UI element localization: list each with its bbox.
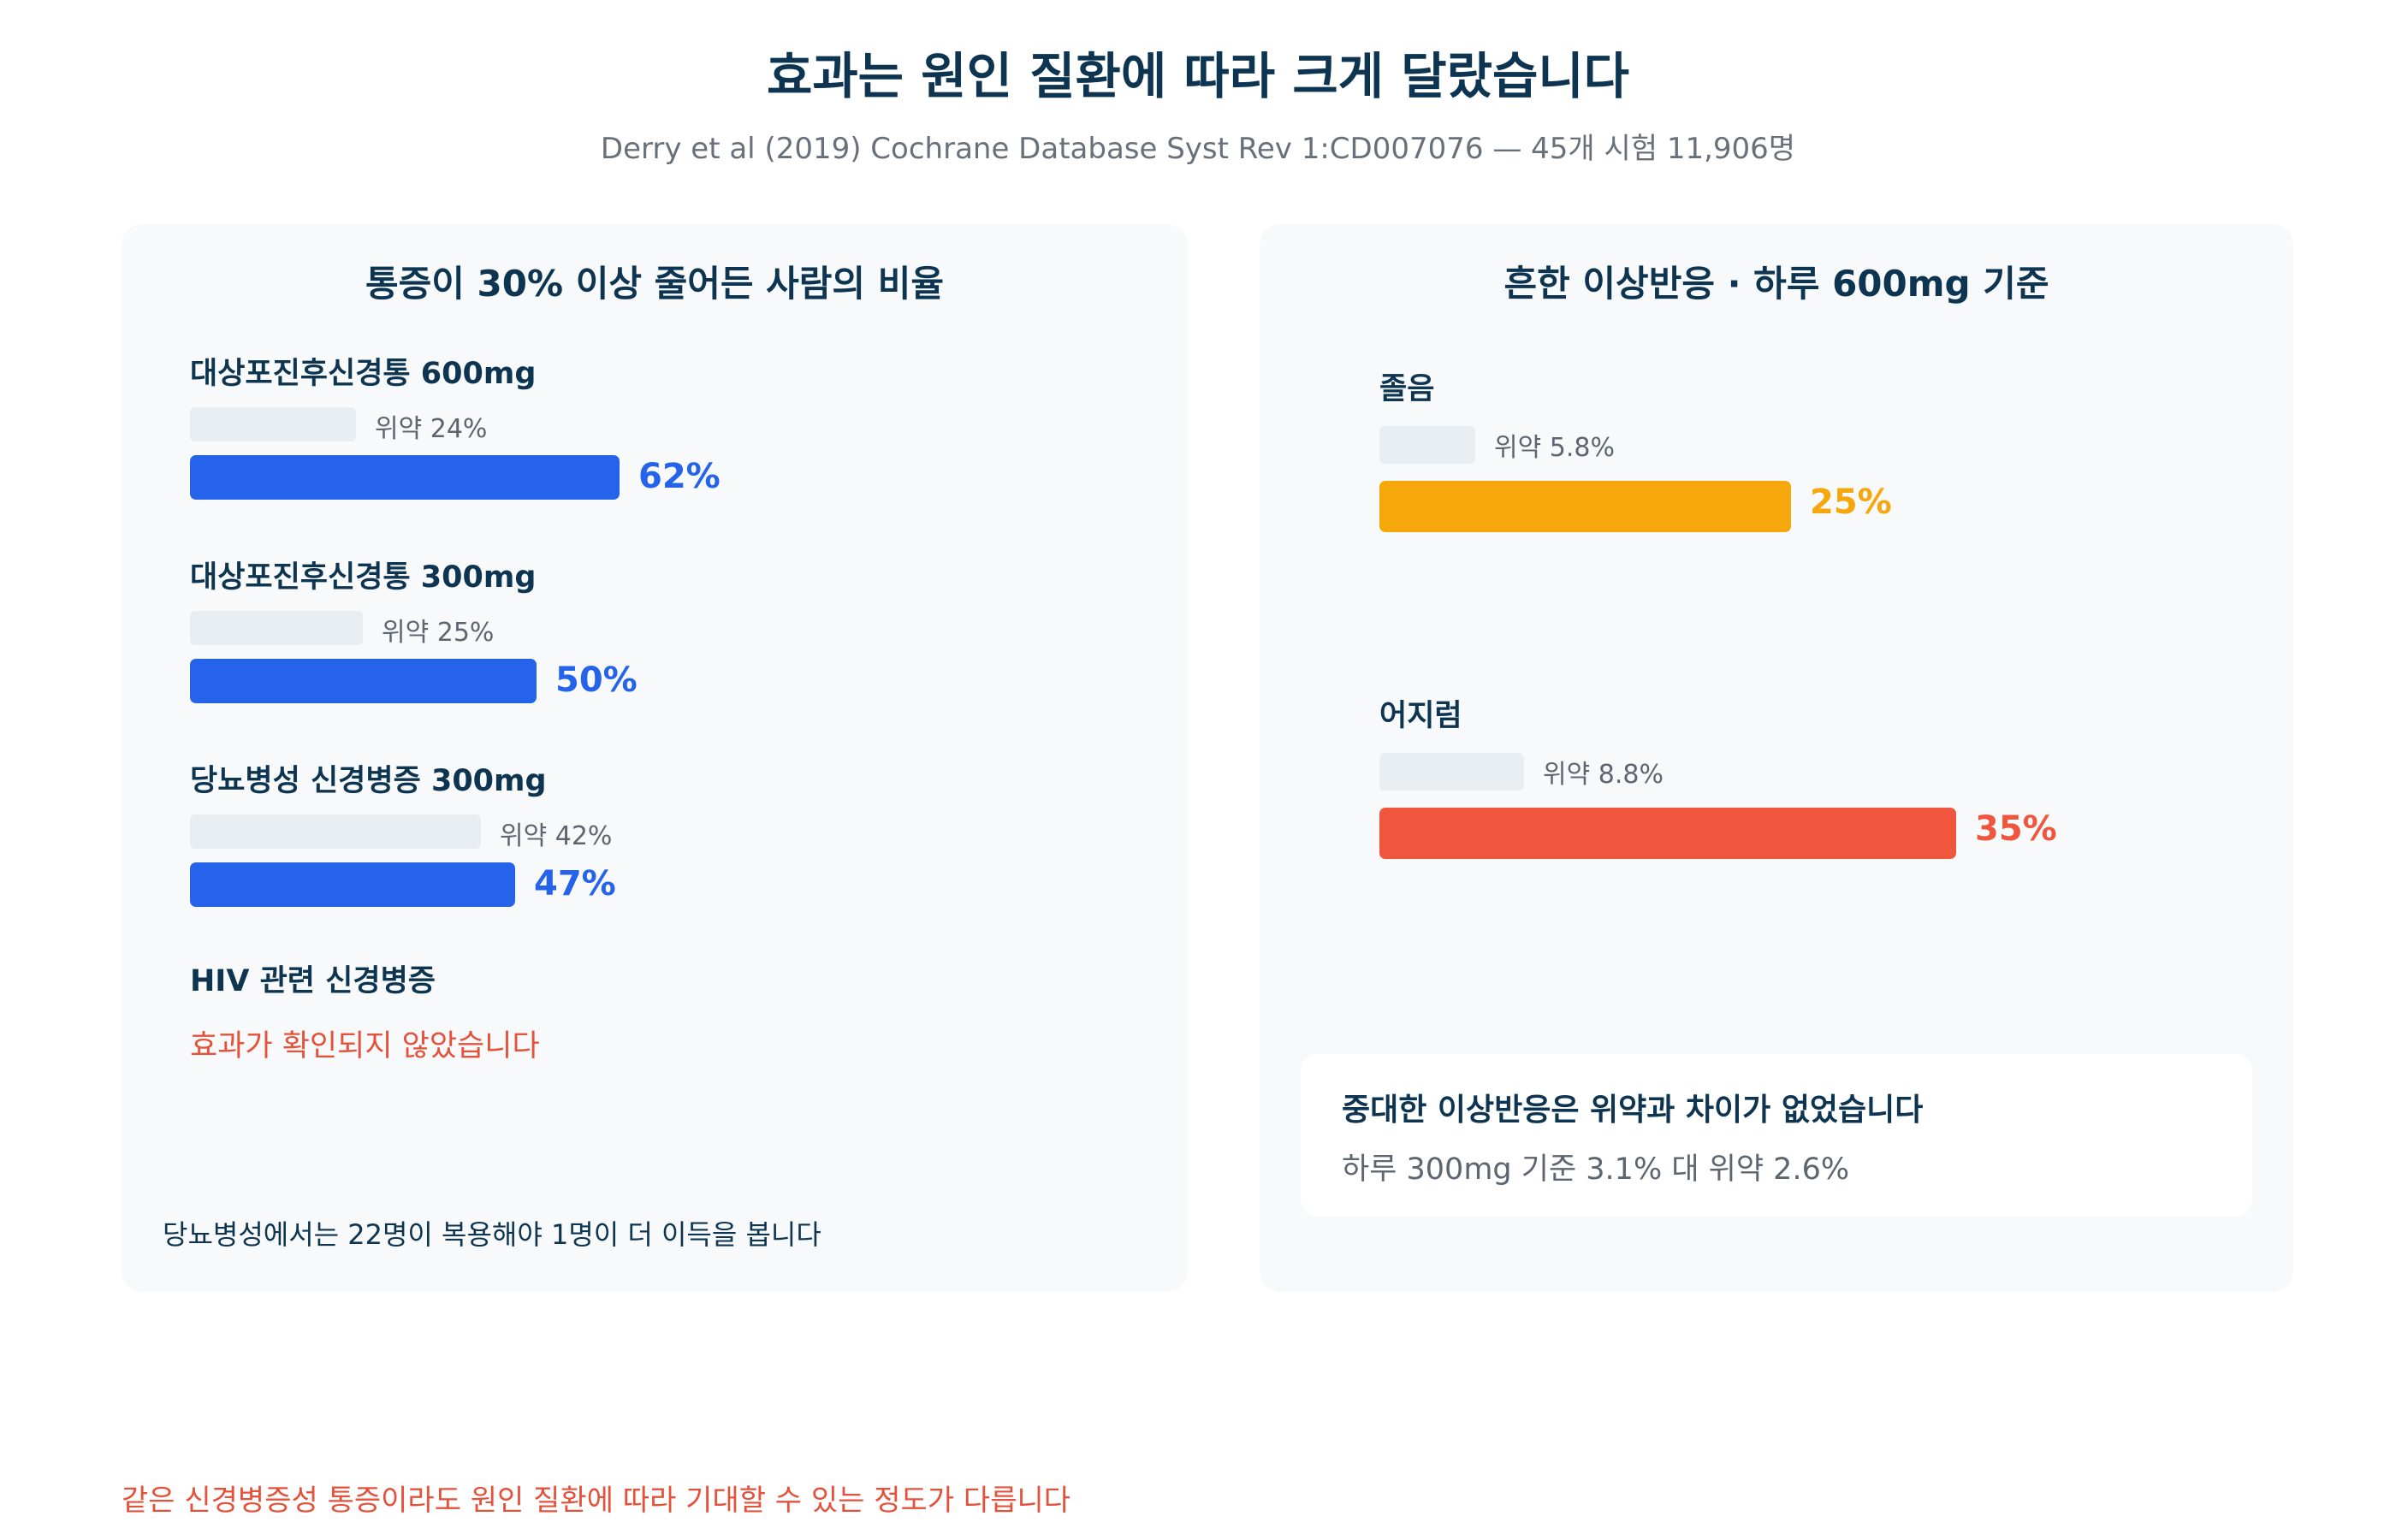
adverse-events-panel-title: 흔한 이상반응 · 하루 600mg 기준 [1503, 263, 2049, 305]
category-label: 어지럼 [1379, 699, 1462, 733]
placebo-bar [190, 611, 363, 645]
page-title: 효과는 원인 질환에 따라 크게 달랐습니다 [766, 47, 1630, 105]
placebo-value-label: 위약 24% [375, 414, 488, 444]
drug-value-label: 62% [638, 457, 721, 496]
drug-bar [190, 659, 537, 703]
drug-value-label: 25% [1810, 483, 1892, 522]
placebo-bar [1379, 753, 1524, 791]
drug-bar [1379, 481, 1791, 532]
category-label: 대상포진후신경통 300mg [190, 560, 537, 595]
category-label: 졸음 [1379, 372, 1435, 406]
placebo-value-label: 위약 5.8% [1494, 433, 1615, 463]
drug-value-label: 50% [555, 660, 638, 700]
efficacy-panel: 통증이 30% 이상 줄어든 사람의 비율 대상포진후신경통 600mg 위약 2… [122, 224, 1188, 1292]
hiv-no-effect-note: 효과가 확인되지 않았습니다 [190, 1029, 540, 1063]
placebo-bar [190, 407, 356, 441]
drug-value-label: 35% [1975, 809, 2057, 849]
placebo-bar [1379, 426, 1475, 464]
placebo-bar [190, 814, 481, 849]
placebo-value-label: 위약 25% [382, 618, 495, 648]
drug-bar [1379, 808, 1956, 859]
hiv-row-label: HIV 관련 신경병증 [190, 964, 436, 998]
nnt-note: 당뇨병성에서는 22명이 복용해야 1명이 더 이득을 봅니다 [163, 1218, 821, 1251]
drug-bar [190, 455, 620, 500]
placebo-value-label: 위약 8.8% [1543, 760, 1664, 790]
page-subtitle: Derry et al (2019) Cochrane Database Sys… [600, 132, 1796, 166]
serious-adverse-title: 중대한 이상반응은 위약과 차이가 없었습니다 [1342, 1093, 1924, 1128]
footer-note: 같은 신경병증성 통증이라도 원인 질환에 따라 기대할 수 있는 정도가 다릅… [122, 1484, 1071, 1518]
efficacy-panel-title: 통증이 30% 이상 줄어든 사람의 비율 [365, 263, 944, 305]
drug-bar [190, 862, 515, 907]
drug-value-label: 47% [534, 864, 616, 903]
category-label: 당뇨병성 신경병증 300mg [190, 764, 547, 798]
category-label: 대상포진후신경통 600mg [190, 357, 537, 391]
serious-adverse-card: 중대한 이상반응은 위약과 차이가 없었습니다 하루 300mg 기준 3.1%… [1301, 1054, 2252, 1217]
placebo-value-label: 위약 42% [500, 821, 613, 851]
serious-adverse-text: 하루 300mg 기준 3.1% 대 위약 2.6% [1342, 1152, 1850, 1187]
